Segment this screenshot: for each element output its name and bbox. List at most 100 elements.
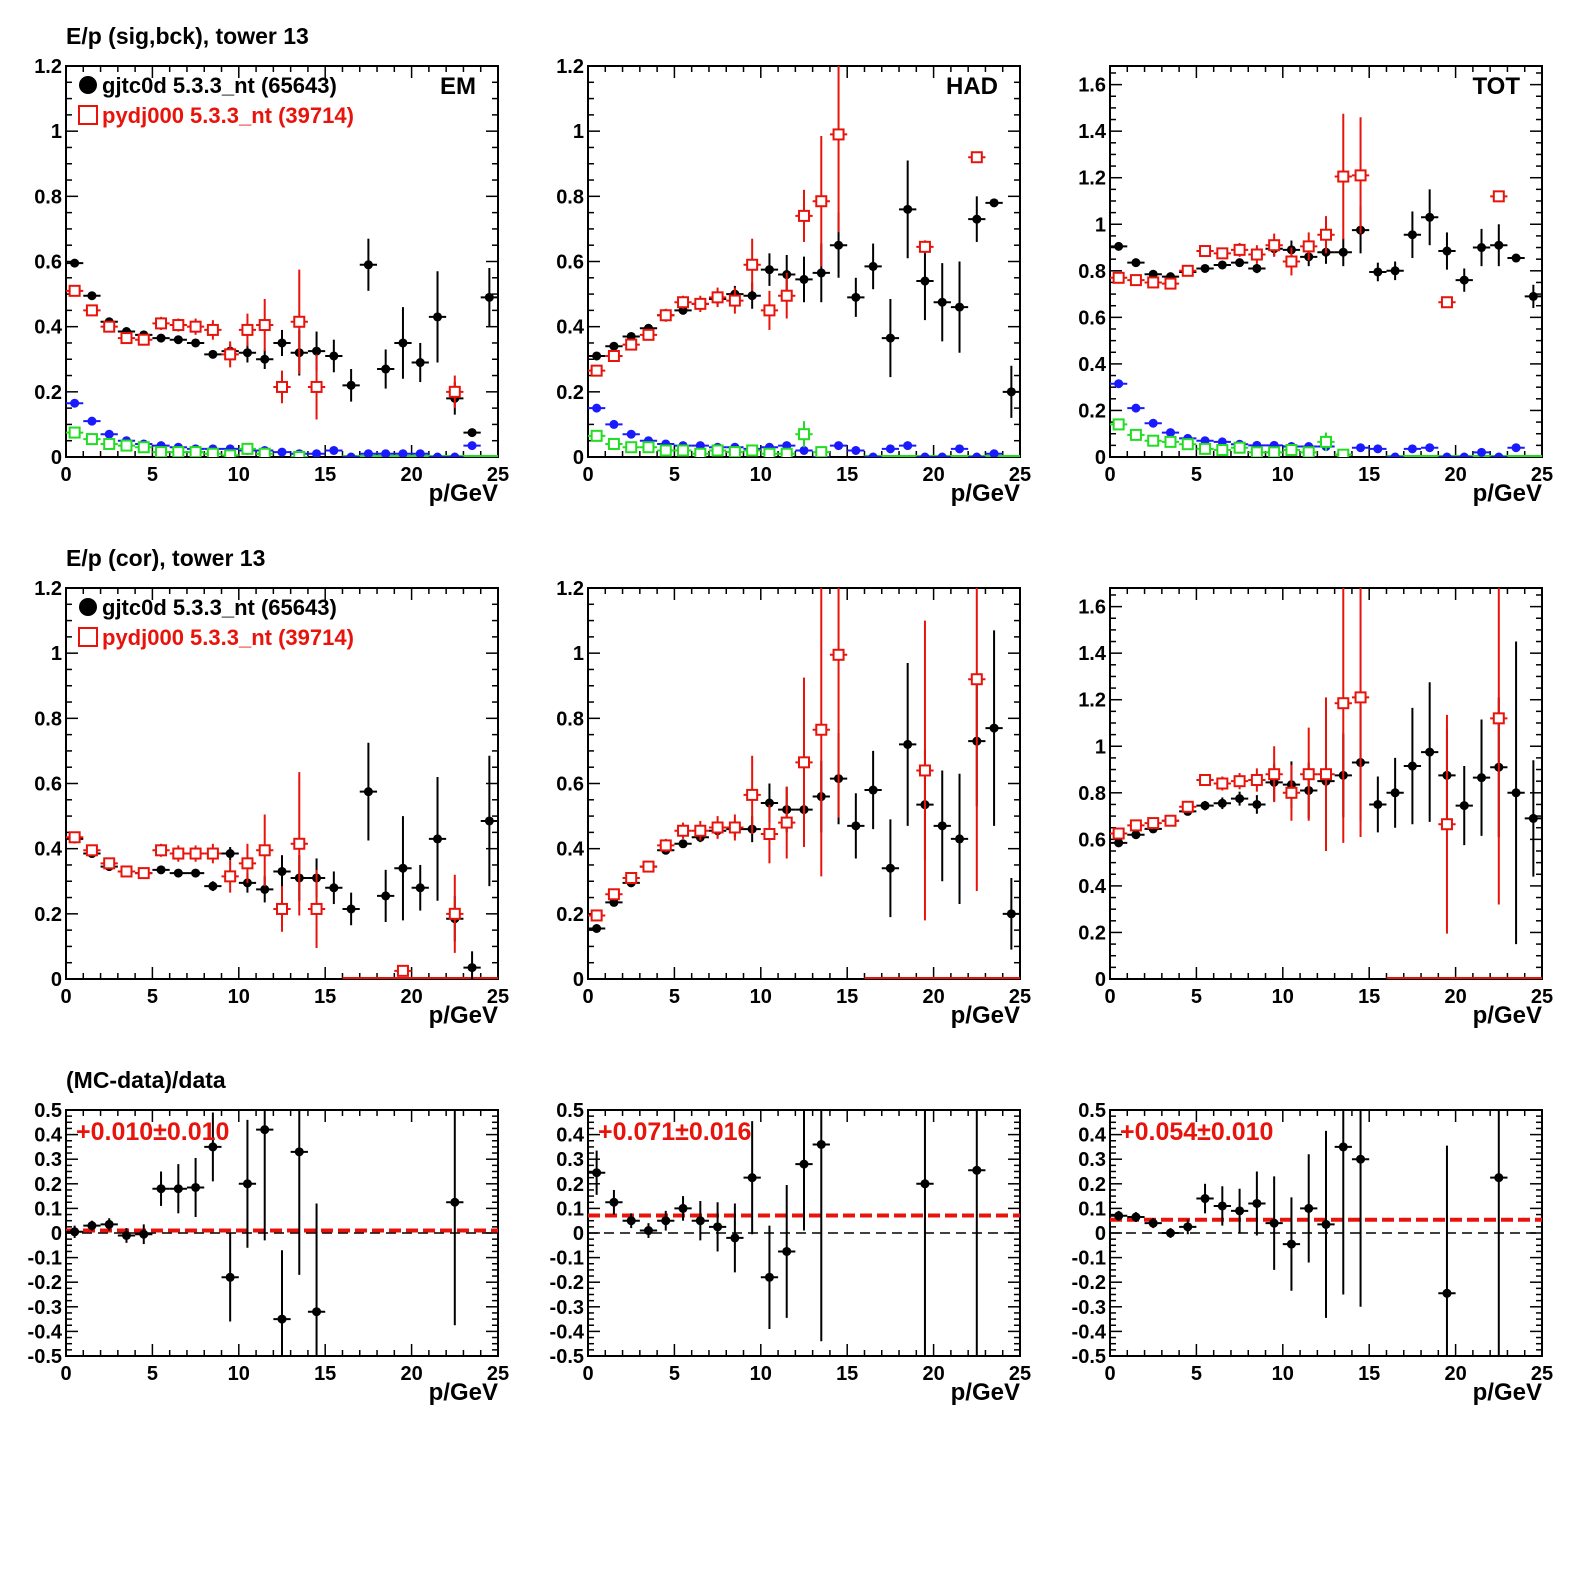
data-point-filled-circle <box>484 816 494 826</box>
data-point-open-square <box>293 451 306 457</box>
x-tick-label: 20 <box>400 1363 422 1385</box>
x-tick-label: 10 <box>750 464 772 486</box>
data-point-filled-circle <box>1338 247 1348 257</box>
data-point-filled-circle <box>242 1179 252 1189</box>
y-tick-label: -0.4 <box>1072 1321 1107 1343</box>
data-point-open-square <box>642 860 655 873</box>
data-point-filled-circle <box>363 260 373 270</box>
data-point-filled-circle <box>173 868 183 878</box>
data-point-filled-circle <box>1373 267 1383 277</box>
x-tick-label: 10 <box>1272 1363 1294 1385</box>
data-point-open-square <box>1302 768 1315 781</box>
y-tick-label: 0.4 <box>1078 1125 1107 1147</box>
y-tick-label: 0 <box>51 447 62 469</box>
y-tick-label: 1 <box>573 643 584 665</box>
data-point-open-square <box>1320 435 1332 448</box>
data-point-filled-circle <box>1442 246 1452 256</box>
data-point-filled-circle <box>695 1216 705 1226</box>
plot-area <box>1110 588 1542 979</box>
fit-result-label: +0.071±0.016 <box>598 1118 751 1146</box>
legend: gjtc0d 5.3.3_nt (65643) pydj000 5.3.3_nt … <box>78 73 354 128</box>
data-point-filled-circle <box>381 891 391 901</box>
data-point-filled-circle <box>191 868 201 878</box>
x-tick-label: 5 <box>1191 1363 1202 1385</box>
data-point-open-square <box>172 446 185 457</box>
data-point-filled-circle <box>937 821 947 831</box>
x-tick-label: 15 <box>1358 1363 1380 1385</box>
legend-marker-data <box>79 598 97 616</box>
data-point-open-square <box>241 323 254 336</box>
data-point-filled-circle <box>1390 452 1400 457</box>
fit-result-label: +0.010±0.010 <box>76 1118 229 1146</box>
series-data <box>1110 1110 1508 1356</box>
y-tick-label: 0.8 <box>556 708 584 730</box>
data-point-open-square <box>711 291 724 304</box>
data-point-open-square <box>728 446 741 457</box>
data-point-open-square <box>763 447 776 457</box>
data-point-open-square <box>711 821 724 834</box>
data-point-filled-circle <box>329 351 339 361</box>
data-point-open-square <box>85 433 98 446</box>
plot-area <box>588 588 1020 979</box>
chart-panel-cor-had: 0 5 10 15 20 25 0 0.2 0.4 0.6 0.8 1 1.2 p/GeV <box>556 578 1031 1029</box>
data-point-filled-circle <box>851 445 861 455</box>
data-point-open-square <box>1181 438 1194 451</box>
data-point-filled-circle <box>903 204 913 214</box>
data-point-filled-circle <box>87 1221 97 1231</box>
y-tick-label: 0.1 <box>34 1198 62 1220</box>
data-point-filled-circle <box>225 849 235 859</box>
data-point-open-square <box>1112 418 1125 431</box>
data-point-open-square <box>659 444 672 457</box>
y-tick-label: 0.1 <box>556 1198 584 1220</box>
data-point-filled-circle <box>868 785 878 795</box>
data-point-filled-circle <box>1183 1222 1193 1232</box>
data-point-open-square <box>659 839 672 852</box>
x-tick-label: 0 <box>582 1363 593 1385</box>
x-tick-label: 10 <box>750 1363 772 1385</box>
data-point-filled-circle <box>1006 909 1016 919</box>
data-point-open-square <box>780 289 793 302</box>
legend: gjtc0d 5.3.3_nt (65643) pydj000 5.3.3_nt … <box>78 595 354 650</box>
y-tick-label: -0.4 <box>28 1321 63 1343</box>
data-point-open-square <box>918 240 931 253</box>
y-tick-label: 0.2 <box>34 904 62 926</box>
data-point-open-square <box>780 447 793 457</box>
data-point-filled-circle <box>1494 1173 1504 1183</box>
data-point-open-square <box>1129 274 1142 287</box>
data-point-open-square <box>155 446 168 457</box>
fit-result-label: +0.054±0.010 <box>1120 1118 1273 1146</box>
x-tick-label: 20 <box>922 1363 944 1385</box>
data-point-open-square <box>642 441 655 454</box>
plot-area <box>588 1110 1020 1356</box>
data-point-open-square <box>1492 190 1505 203</box>
data-point-open-square <box>728 821 741 834</box>
data-point-filled-circle <box>972 452 982 457</box>
panels-group: 0 5 10 15 20 2500.20.40.60.811.2p/GeVEMgjtc0d… <box>28 56 1554 1406</box>
data-point-filled-circle <box>156 333 166 343</box>
data-point-filled-circle <box>381 364 391 374</box>
y-tick-label: 1.6 <box>1078 75 1106 97</box>
data-point-filled-circle <box>1165 1228 1175 1238</box>
x-tick-label: 20 <box>1444 1363 1466 1385</box>
x-tick-label: 10 <box>1272 464 1294 486</box>
data-point-filled-circle <box>87 291 97 301</box>
y-tick-label: 0.6 <box>34 774 62 796</box>
series-data <box>1110 189 1542 309</box>
data-point-filled-circle <box>1390 788 1400 798</box>
x-tick-label: 5 <box>669 464 680 486</box>
data-point-open-square <box>625 441 638 454</box>
row-title-cor: E/p (cor), tower 13 <box>66 545 265 571</box>
data-point-open-square <box>1285 255 1298 268</box>
data-point-filled-circle <box>1477 447 1487 457</box>
data-point-filled-circle <box>1356 1154 1366 1164</box>
data-point-filled-circle <box>346 452 356 457</box>
data-point-open-square <box>206 323 219 336</box>
data-point-open-square <box>1285 786 1298 799</box>
x-tick-label: 0 <box>1104 1363 1115 1385</box>
data-point-filled-circle <box>834 441 844 451</box>
x-tick-label: 25 <box>487 1363 509 1385</box>
row-title-sig-bck: E/p (sig,bck), tower 13 <box>66 23 309 49</box>
x-tick-label: 10 <box>228 1363 250 1385</box>
data-point-filled-circle <box>450 452 460 457</box>
